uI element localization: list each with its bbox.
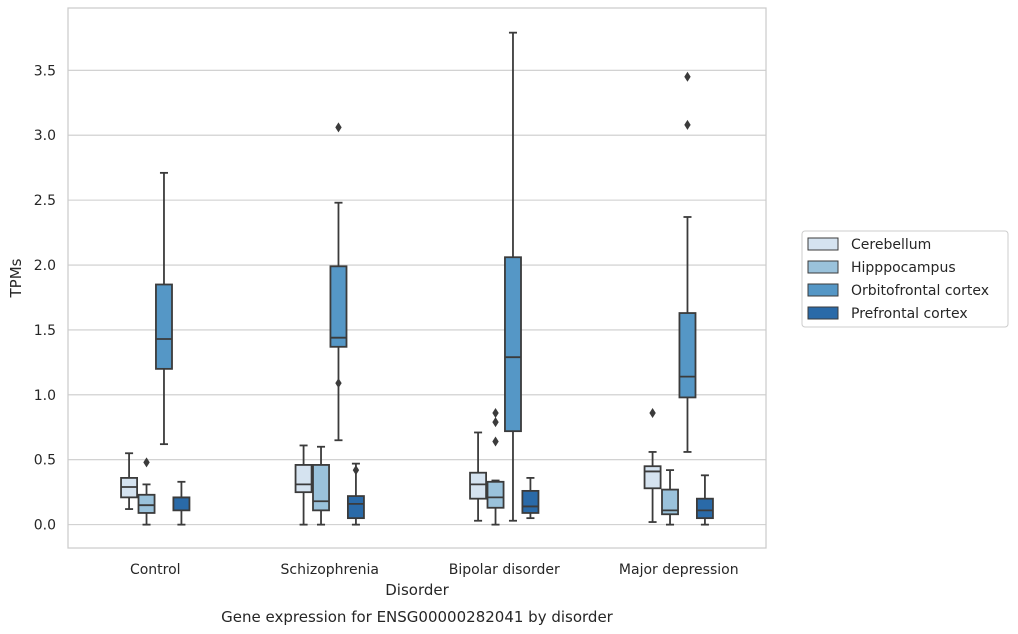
box-group [312,445,330,526]
y-axis-label: TPMs [7,258,25,298]
x-tick-label: Schizophrenia [281,562,379,578]
box-group [695,474,714,526]
box [294,464,313,494]
outlier-point [492,436,499,447]
box [329,265,348,348]
legend-swatch [807,283,839,297]
box [678,312,697,399]
box-marks [120,31,714,526]
box-group [504,31,522,522]
y-tick-label: 2.5 [34,193,56,209]
x-tick-label: Control [130,562,181,578]
legend-swatch [807,306,839,320]
chart-caption: Gene expression for ENSG00000282041 by d… [221,608,614,626]
box-group [329,122,348,442]
y-tick-label: 0.0 [34,518,56,534]
y-tick-label: 1.5 [34,323,56,339]
outlier-point [492,417,499,428]
box-group [172,480,191,526]
x-axis-label: Disorder [385,581,449,599]
plot-area-frame [67,7,767,549]
gridlines [68,69,766,526]
legend: Cerebellum Hipppocampus Orbitofrontal cort… [801,230,1009,328]
x-axis-ticks: Control Schizophrenia Bipolar disorder Majo… [130,562,739,578]
y-tick-label: 0.5 [34,453,56,469]
legend-label: Cerebellum [851,237,931,253]
outlier-point [143,457,150,468]
box-group [469,431,488,522]
legend-label: Hipppocampus [851,260,956,276]
outlier-point [684,71,691,82]
legend-frame [801,230,1009,328]
outlier-point [684,119,691,130]
y-tick-label: 1.0 [34,388,56,404]
box [172,496,191,512]
box-group [346,462,365,526]
legend-label: Orbitofrontal cortex [851,283,989,299]
box-group [678,71,697,453]
y-axis-ticks: 0.0 0.5 1.0 1.5 2.0 2.5 3.0 3.5 [34,63,56,533]
box [643,465,662,490]
box [504,256,522,433]
x-tick-label: Major depression [619,562,739,578]
outlier-point [335,378,342,389]
box-group [137,457,156,526]
box [469,471,488,500]
y-tick-label: 2.0 [34,258,56,274]
box-group [294,444,313,526]
box-group [521,477,540,520]
box [521,489,540,514]
box-group [120,452,139,510]
legend-label: Prefrontal cortex [851,306,968,322]
y-tick-label: 3.5 [34,63,56,79]
outlier-point [649,408,656,418]
box-group [643,408,662,523]
y-tick-label: 3.0 [34,128,56,144]
outlier-point [352,465,360,476]
box-group [486,408,505,526]
box-group [661,469,679,526]
box-group [155,171,173,446]
x-tick-label: Bipolar disorder [449,562,560,578]
outlier-point [492,408,499,418]
box [312,464,330,512]
box [155,283,173,370]
box [661,488,679,516]
box [137,493,156,514]
legend-swatch [807,260,839,274]
box [695,497,714,520]
box [346,495,365,520]
box [486,480,505,509]
legend-swatch [807,237,839,251]
outlier-point [335,122,342,133]
